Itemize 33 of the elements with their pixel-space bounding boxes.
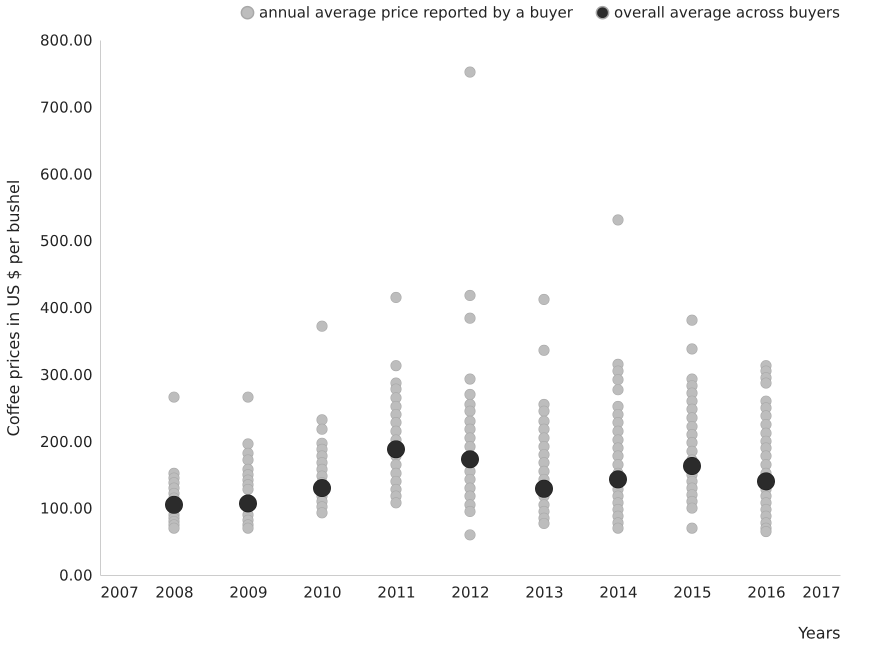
x-tick-label: 2016 <box>747 584 786 602</box>
x-tick-label: 2014 <box>599 584 638 602</box>
y-tick-label: 500.00 <box>40 232 92 250</box>
x-tick-label: 2009 <box>229 584 268 602</box>
point <box>165 496 183 514</box>
x-tick-label: 2013 <box>525 584 564 602</box>
x-axis-title: Years <box>797 624 840 642</box>
y-tick-label: 400.00 <box>40 299 92 317</box>
x-tick-label: 2011 <box>377 584 416 602</box>
x-tick-label: 2007 <box>100 584 139 602</box>
x-tick-label: 2017 <box>802 584 840 602</box>
x-tick-label: 2010 <box>303 584 342 602</box>
point <box>609 470 627 488</box>
y-tick-label: 300.00 <box>40 366 92 384</box>
x-tick-label: 2008 <box>155 584 194 602</box>
y-tick-label: 0.00 <box>59 566 92 584</box>
point <box>535 480 553 498</box>
y-tick-label: 200.00 <box>40 432 92 451</box>
legend-label: overall average across buyers <box>614 4 840 22</box>
point <box>757 472 775 490</box>
y-axis-title: Coffee prices in US $ per bushel <box>4 180 24 436</box>
y-tick-label: 600.00 <box>40 165 92 184</box>
point <box>239 494 257 512</box>
x-tick-label: 2012 <box>451 584 490 602</box>
point <box>461 450 479 468</box>
y-tick-label: 700.00 <box>40 98 92 116</box>
y-tick-label: 800.00 <box>40 32 92 50</box>
y-tick-label: 100.00 <box>40 500 92 518</box>
point <box>387 440 405 458</box>
x-tick-label: 2015 <box>673 584 712 602</box>
point <box>313 479 331 498</box>
legend-label: annual average price reported by a buyer <box>259 4 574 22</box>
point <box>683 457 701 475</box>
